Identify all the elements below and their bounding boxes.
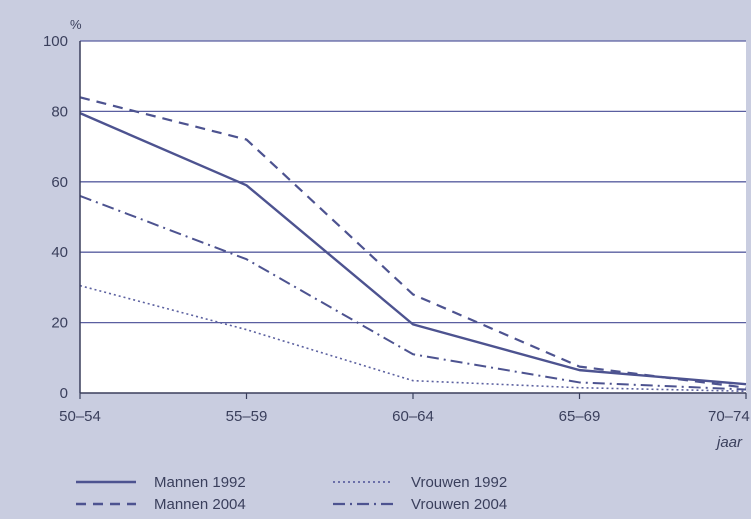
x-tick-label: 50–54 — [59, 408, 101, 425]
y-tick-label: 100 — [43, 33, 68, 50]
series-lines — [79, 96, 747, 393]
x-tick-label: 55–59 — [226, 408, 268, 425]
y-tick-label: 0 — [60, 385, 68, 402]
plot-area — [80, 41, 746, 393]
y-unit-label: % — [70, 17, 82, 32]
legend-label: Vrouwen 1992 — [411, 474, 507, 491]
legend-label: Vrouwen 2004 — [411, 496, 507, 513]
series-line — [79, 96, 747, 389]
y-tick-label: 60 — [51, 174, 68, 191]
x-tick-label: 60–64 — [392, 408, 434, 425]
series-line — [79, 112, 747, 386]
x-axis-label: jaar — [715, 434, 743, 451]
y-tick-label: 80 — [51, 103, 68, 120]
legend-label: Mannen 2004 — [154, 496, 246, 513]
series-line — [79, 284, 747, 393]
y-tick-label: 20 — [51, 315, 68, 332]
series-line — [79, 194, 747, 391]
legend-label: Mannen 1992 — [154, 474, 246, 491]
y-tick-label: 40 — [51, 244, 68, 261]
x-tick-label: 70–74 — [708, 408, 750, 425]
x-tick-label: 65–69 — [559, 408, 601, 425]
gridlines — [80, 40, 746, 324]
axes: 0 20 40 60 80 100 50–54 55–59 60–64 65–69 70–74 — [43, 33, 750, 425]
legend: Mannen 1992 Mannen 2004 Vrouwen 1992 Vrouwe… — [76, 474, 507, 513]
